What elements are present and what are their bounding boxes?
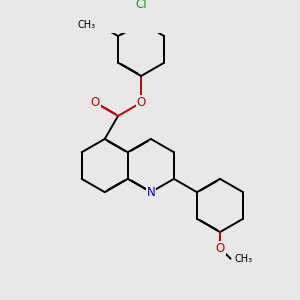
Text: CH₃: CH₃: [235, 254, 253, 264]
Text: CH₃: CH₃: [77, 20, 96, 30]
Text: O: O: [136, 96, 146, 109]
Text: O: O: [215, 242, 225, 255]
Text: O: O: [90, 96, 100, 109]
Text: Cl: Cl: [135, 0, 147, 11]
Text: N: N: [146, 186, 155, 199]
